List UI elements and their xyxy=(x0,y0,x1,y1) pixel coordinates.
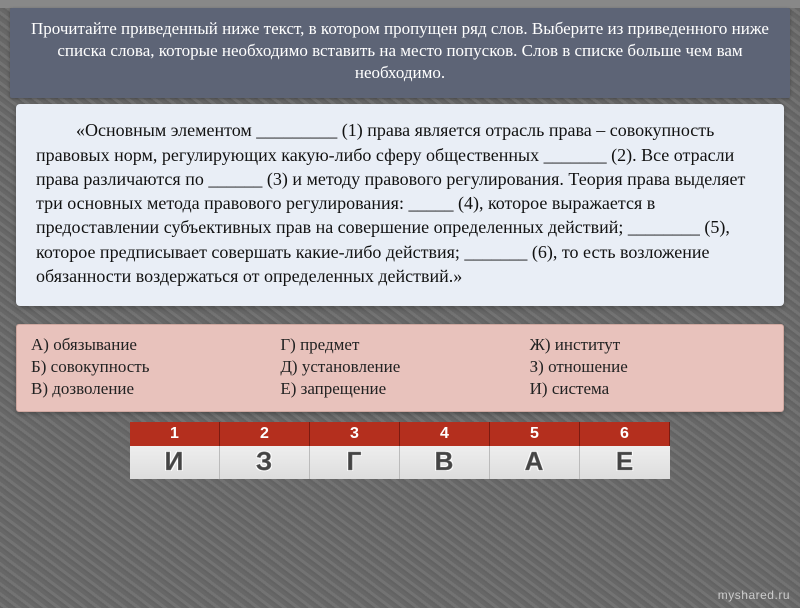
option-e: Е) запрещение xyxy=(280,379,519,399)
option-a: А) обязывание xyxy=(31,335,270,355)
options-col-3: Ж) институт З) отношение И) система xyxy=(530,335,769,399)
answer-letter-1: И xyxy=(130,446,220,479)
answer-letter-2: З xyxy=(220,446,310,479)
option-g: Г) предмет xyxy=(280,335,519,355)
option-zh: Ж) институт xyxy=(530,335,769,355)
options-col-1: А) обязывание Б) совокупность В) дозволе… xyxy=(31,335,270,399)
answer-strip: 1 2 3 4 5 6 И З Г В А Е xyxy=(130,422,670,479)
options-box: А) обязывание Б) совокупность В) дозволе… xyxy=(16,324,784,412)
option-v: В) дозволение xyxy=(31,379,270,399)
answer-num-4: 4 xyxy=(400,422,490,446)
answer-num-5: 5 xyxy=(490,422,580,446)
answer-num-1: 1 xyxy=(130,422,220,446)
answer-num-2: 2 xyxy=(220,422,310,446)
exercise-text-box: «Основным элементом _________ (1) права … xyxy=(16,104,784,306)
option-i: И) система xyxy=(530,379,769,399)
answer-num-6: 6 xyxy=(580,422,670,446)
instruction-header: Прочитайте приведенный ниже текст, в кот… xyxy=(10,8,790,98)
answer-num-3: 3 xyxy=(310,422,400,446)
exercise-body: «Основным элементом _________ (1) права … xyxy=(36,120,745,286)
answer-letter-3: Г xyxy=(310,446,400,479)
options-col-2: Г) предмет Д) установление Е) запрещение xyxy=(280,335,519,399)
instruction-text: Прочитайте приведенный ниже текст, в кот… xyxy=(31,19,769,82)
answer-letter-5: А xyxy=(490,446,580,479)
option-d: Д) установление xyxy=(280,357,519,377)
option-b: Б) совокупность xyxy=(31,357,270,377)
answer-letter-6: Е xyxy=(580,446,670,479)
answer-letter-4: В xyxy=(400,446,490,479)
option-z: З) отношение xyxy=(530,357,769,377)
